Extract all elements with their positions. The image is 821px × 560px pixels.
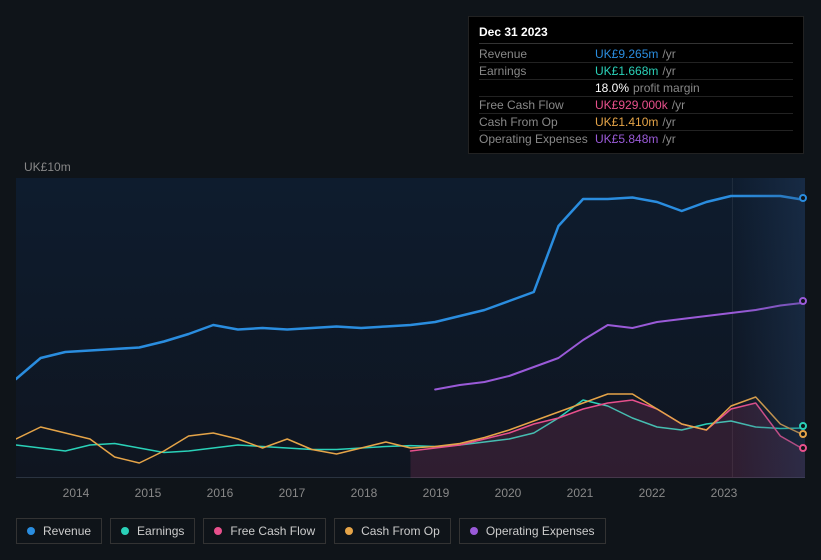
x-axis-tick-label: 2020 bbox=[488, 486, 528, 500]
legend-swatch-icon bbox=[470, 527, 478, 535]
legend-item[interactable]: Operating Expenses bbox=[459, 518, 606, 544]
tooltip-row-suffix: /yr bbox=[662, 115, 675, 129]
legend-swatch-icon bbox=[27, 527, 35, 535]
tooltip-row-value: UK£5.848m bbox=[595, 132, 658, 146]
tooltip-row-label: Earnings bbox=[479, 64, 595, 78]
legend-item-label: Operating Expenses bbox=[486, 524, 595, 538]
tooltip-row: 18.0% profit margin bbox=[479, 80, 793, 97]
x-axis-tick-label: 2019 bbox=[416, 486, 456, 500]
series-end-marker bbox=[799, 444, 807, 452]
legend-item[interactable]: Revenue bbox=[16, 518, 102, 544]
tooltip-row-label: Cash From Op bbox=[479, 115, 595, 129]
series-end-marker bbox=[799, 422, 807, 430]
legend-swatch-icon bbox=[214, 527, 222, 535]
tooltip-row-value: UK£1.410m bbox=[595, 115, 658, 129]
data-tooltip: Dec 31 2023 RevenueUK£9.265m/yrEarningsU… bbox=[468, 16, 804, 154]
legend-item-label: Cash From Op bbox=[361, 524, 440, 538]
tooltip-row: EarningsUK£1.668m/yr bbox=[479, 63, 793, 80]
legend-item-label: Revenue bbox=[43, 524, 91, 538]
x-axis-tick-label: 2016 bbox=[200, 486, 240, 500]
series-end-marker bbox=[799, 297, 807, 305]
tooltip-row-suffix: profit margin bbox=[633, 81, 700, 95]
tooltip-date: Dec 31 2023 bbox=[479, 23, 793, 44]
x-axis-tick-label: 2017 bbox=[272, 486, 312, 500]
tooltip-row: Operating ExpensesUK£5.848m/yr bbox=[479, 131, 793, 147]
tooltip-row-value: 18.0% bbox=[595, 81, 629, 95]
legend-item[interactable]: Cash From Op bbox=[334, 518, 451, 544]
series-line bbox=[435, 303, 805, 390]
tooltip-row-label: Free Cash Flow bbox=[479, 98, 595, 112]
tooltip-row-suffix: /yr bbox=[662, 64, 675, 78]
x-axis-tick-label: 2014 bbox=[56, 486, 96, 500]
tooltip-row-value: UK£929.000k bbox=[595, 98, 668, 112]
legend-swatch-icon bbox=[121, 527, 129, 535]
legend: Revenue Earnings Free Cash Flow Cash From O… bbox=[16, 518, 606, 544]
legend-item-label: Earnings bbox=[137, 524, 184, 538]
chart-svg bbox=[16, 178, 805, 478]
series-end-marker bbox=[799, 194, 807, 202]
tooltip-row: RevenueUK£9.265m/yr bbox=[479, 46, 793, 63]
legend-item[interactable]: Earnings bbox=[110, 518, 195, 544]
tooltip-row-value: UK£9.265m bbox=[595, 47, 658, 61]
tooltip-row-label: Operating Expenses bbox=[479, 132, 595, 146]
tooltip-row-suffix: /yr bbox=[662, 132, 675, 146]
tooltip-row-value: UK£1.668m bbox=[595, 64, 658, 78]
x-axis-tick-label: 2015 bbox=[128, 486, 168, 500]
tooltip-row-label: Revenue bbox=[479, 47, 595, 61]
tooltip-row: Free Cash FlowUK£929.000k/yr bbox=[479, 97, 793, 114]
legend-swatch-icon bbox=[345, 527, 353, 535]
x-axis-tick-label: 2021 bbox=[560, 486, 600, 500]
legend-item[interactable]: Free Cash Flow bbox=[203, 518, 326, 544]
x-axis-tick-label: 2022 bbox=[632, 486, 672, 500]
tooltip-row-suffix: /yr bbox=[672, 98, 685, 112]
x-axis-tick-label: 2023 bbox=[704, 486, 744, 500]
series-line bbox=[16, 196, 805, 379]
legend-item-label: Free Cash Flow bbox=[230, 524, 315, 538]
x-axis-tick-label: 2018 bbox=[344, 486, 384, 500]
tooltip-row: Cash From OpUK£1.410m/yr bbox=[479, 114, 793, 131]
chart-area[interactable] bbox=[16, 178, 805, 478]
series-end-marker bbox=[799, 430, 807, 438]
y-axis-max-label: UK£10m bbox=[24, 160, 71, 174]
tooltip-row-suffix: /yr bbox=[662, 47, 675, 61]
